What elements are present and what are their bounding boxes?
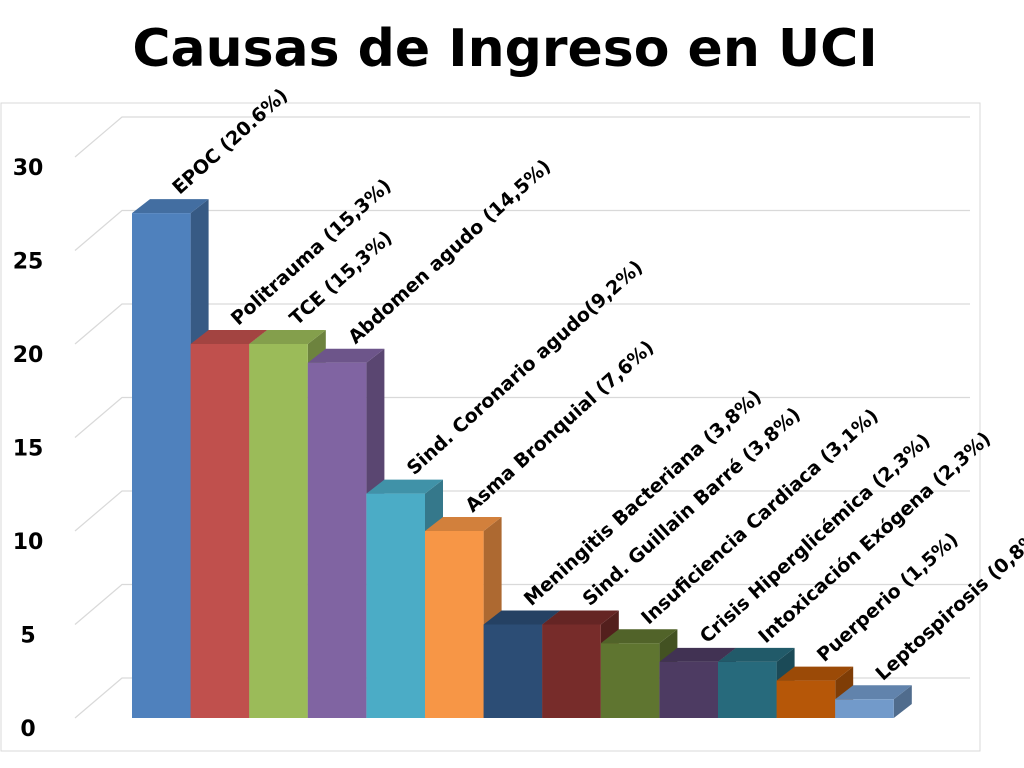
grid-line (74, 209, 970, 251)
bar-top (249, 330, 326, 344)
bar (776, 680, 836, 718)
bar-top (483, 610, 561, 625)
bar-top (542, 610, 619, 625)
bar (366, 493, 425, 718)
bar (542, 624, 601, 718)
grid-line (74, 490, 970, 532)
category-label: Asma Bronquial (7,6%) (461, 336, 658, 517)
chart-title: Causas de Ingreso en UCI (132, 19, 877, 79)
y-tick-label: 5 (20, 624, 35, 649)
bar-top (718, 647, 795, 662)
bar (659, 661, 718, 718)
bar-top (307, 348, 385, 363)
category-label: Puerperio (1,5%) (813, 528, 963, 666)
bar (132, 213, 191, 718)
plot-border (0, 102, 981, 752)
y-tick-label: 30 (13, 156, 44, 181)
bar-top (600, 629, 678, 644)
y-tick-label: 10 (13, 530, 44, 555)
y-tick-label: 20 (13, 343, 44, 368)
grid-line (74, 116, 970, 158)
y-tick-label: 0 (20, 717, 35, 742)
bar-top (366, 479, 443, 494)
bar-side (893, 685, 912, 718)
bar (190, 344, 250, 718)
bar (718, 661, 777, 718)
bar (600, 643, 660, 718)
bar-top (190, 330, 268, 344)
y-tick-label: 25 (13, 250, 44, 275)
grid-line (74, 396, 970, 438)
bar-top (132, 199, 209, 214)
bar (483, 624, 543, 718)
bar-top (659, 647, 736, 662)
category-label: EPOC (20.6%) (168, 84, 292, 199)
bar (425, 531, 484, 718)
bar (835, 699, 894, 718)
y-tick-label: 15 (13, 437, 44, 462)
grid-line (74, 303, 970, 345)
bar-top (425, 517, 502, 531)
bar-top (835, 685, 912, 700)
bar (249, 344, 308, 718)
bar-top (776, 666, 854, 681)
grid-line (74, 583, 970, 625)
bar (307, 362, 367, 718)
